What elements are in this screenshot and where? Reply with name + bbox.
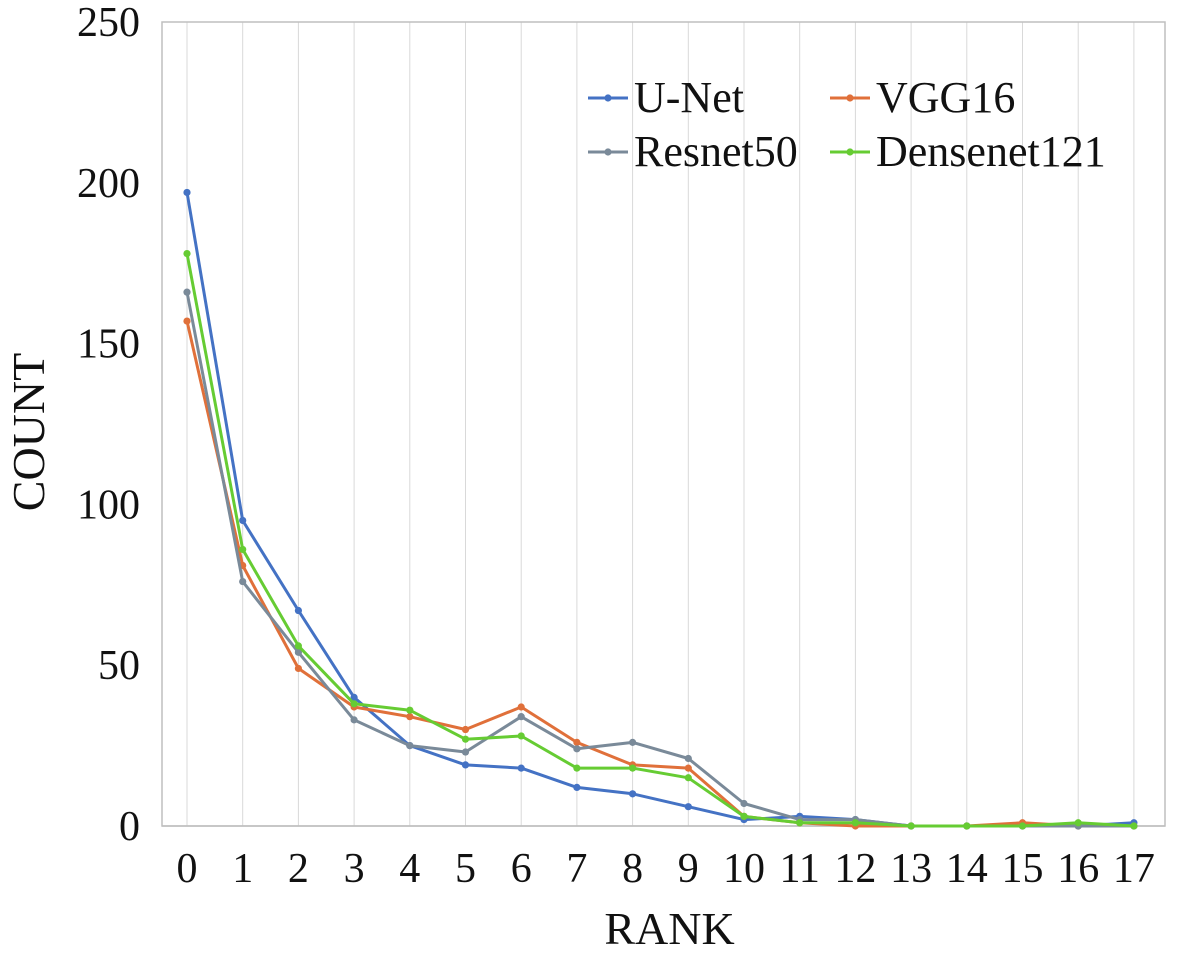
x-tick-label-6: 6 xyxy=(511,846,532,892)
data-point-unet-7 xyxy=(573,783,581,792)
data-point-resnet50-1 xyxy=(239,577,247,586)
x-tick-label-12: 12 xyxy=(834,846,876,892)
legend-marker-resnet50 xyxy=(604,148,612,156)
y-tick-label-200: 200 xyxy=(77,161,140,207)
data-point-unet-0 xyxy=(183,188,191,197)
legend-marker-densenet121 xyxy=(846,148,854,156)
x-tick-label-5: 5 xyxy=(455,846,476,892)
data-point-densenet121-17 xyxy=(1130,822,1138,830)
data-point-resnet50-10 xyxy=(740,799,748,808)
y-axis-title: COUNT xyxy=(3,353,54,511)
data-point-resnet50-8 xyxy=(629,738,637,746)
series-unet xyxy=(183,188,1138,830)
x-tick-label-2: 2 xyxy=(288,846,309,892)
series-vgg16 xyxy=(183,317,1138,830)
y-tick-label-100: 100 xyxy=(77,482,140,528)
series-line-unet xyxy=(185,190,1136,828)
data-point-unet-1 xyxy=(239,516,247,525)
x-tick-label-13: 13 xyxy=(890,846,932,892)
legend-label-vgg16: VGG16 xyxy=(876,73,1015,122)
data-point-resnet50-4 xyxy=(406,742,414,750)
data-point-densenet121-16 xyxy=(1074,819,1082,827)
series-line-densenet121 xyxy=(185,252,1136,828)
data-point-vgg16-6 xyxy=(517,703,525,711)
y-tick-label-250: 250 xyxy=(77,0,140,46)
data-point-densenet121-8 xyxy=(629,764,637,772)
x-tick-label-10: 10 xyxy=(723,846,765,892)
data-point-vgg16-2 xyxy=(294,664,302,673)
legend-item-densenet121: Densenet121 xyxy=(830,127,1106,176)
data-point-densenet121-3 xyxy=(350,700,358,708)
legend-item-vgg16: VGG16 xyxy=(830,73,1015,122)
data-point-resnet50-7 xyxy=(573,745,581,753)
data-point-densenet121-15 xyxy=(1018,822,1027,830)
data-point-densenet121-13 xyxy=(907,822,915,830)
data-point-resnet50-3 xyxy=(350,716,358,724)
data-point-densenet121-12 xyxy=(851,819,860,827)
x-axis-title: RANK xyxy=(604,903,734,954)
data-point-unet-9 xyxy=(684,803,692,811)
y-tick-label-50: 50 xyxy=(98,643,140,689)
data-point-unet-2 xyxy=(294,606,302,615)
grid-layer xyxy=(186,22,1135,826)
data-point-resnet50-9 xyxy=(684,754,692,763)
x-tick-label-8: 8 xyxy=(622,846,643,892)
data-point-densenet121-9 xyxy=(684,774,692,782)
data-point-densenet121-2 xyxy=(294,642,302,650)
data-point-unet-3 xyxy=(350,693,358,701)
legend: U-Net VGG16 Resnet50 Densenet121 xyxy=(588,73,1106,176)
data-point-resnet50-6 xyxy=(517,713,525,721)
data-point-resnet50-2 xyxy=(294,648,302,656)
legend-label-unet: U-Net xyxy=(634,73,744,122)
x-tick-label-15: 15 xyxy=(1002,846,1044,892)
series-layer xyxy=(183,188,1138,830)
data-point-resnet50-0 xyxy=(183,288,191,296)
x-tick-label-16: 16 xyxy=(1057,846,1099,892)
data-point-densenet121-6 xyxy=(517,732,525,740)
data-point-densenet121-4 xyxy=(406,706,414,714)
x-tick-label-7: 7 xyxy=(566,846,587,892)
data-point-vgg16-7 xyxy=(573,738,581,746)
y-tick-label-150: 150 xyxy=(77,322,140,368)
x-tick-label-3: 3 xyxy=(344,846,365,892)
data-point-unet-8 xyxy=(629,790,637,798)
data-point-vgg16-0 xyxy=(183,317,191,325)
series-line-resnet50 xyxy=(185,290,1136,828)
legend-item-resnet50: Resnet50 xyxy=(588,127,798,176)
data-point-densenet121-5 xyxy=(461,735,470,743)
data-point-densenet121-11 xyxy=(796,819,804,827)
x-tick-label-0: 0 xyxy=(177,846,198,892)
legend-label-densenet121: Densenet121 xyxy=(876,127,1106,176)
data-point-densenet121-7 xyxy=(573,764,581,772)
legend-marker-vgg16 xyxy=(846,94,854,102)
data-point-resnet50-5 xyxy=(461,748,470,756)
series-resnet50 xyxy=(183,288,1138,830)
legend-item-unet: U-Net xyxy=(588,73,744,122)
x-tick-label-9: 9 xyxy=(678,846,699,892)
x-tick-label-11: 11 xyxy=(779,846,819,892)
series-densenet121 xyxy=(183,249,1138,830)
x-tick-label-17: 17 xyxy=(1113,846,1155,892)
data-point-densenet121-1 xyxy=(239,545,247,554)
tick-layer: 0 1 2 3 4 5 6 7 8 9 10 11 12 13 14 15 16 1705010015020025… xyxy=(77,0,1155,892)
data-point-vgg16-5 xyxy=(461,725,470,734)
x-tick-label-14: 14 xyxy=(946,846,988,892)
legend-label-resnet50: Resnet50 xyxy=(634,127,798,176)
data-point-vgg16-9 xyxy=(684,764,692,772)
data-point-densenet121-14 xyxy=(963,822,971,830)
y-tick-label-0: 0 xyxy=(119,804,140,850)
data-point-densenet121-0 xyxy=(183,249,191,258)
data-point-vgg16-4 xyxy=(406,713,414,721)
data-point-densenet121-10 xyxy=(740,812,748,820)
x-tick-label-1: 1 xyxy=(232,846,253,892)
x-tick-label-4: 4 xyxy=(399,846,420,892)
data-point-unet-5 xyxy=(461,761,470,769)
legend-marker-unet xyxy=(604,94,612,102)
data-point-unet-6 xyxy=(517,764,525,772)
